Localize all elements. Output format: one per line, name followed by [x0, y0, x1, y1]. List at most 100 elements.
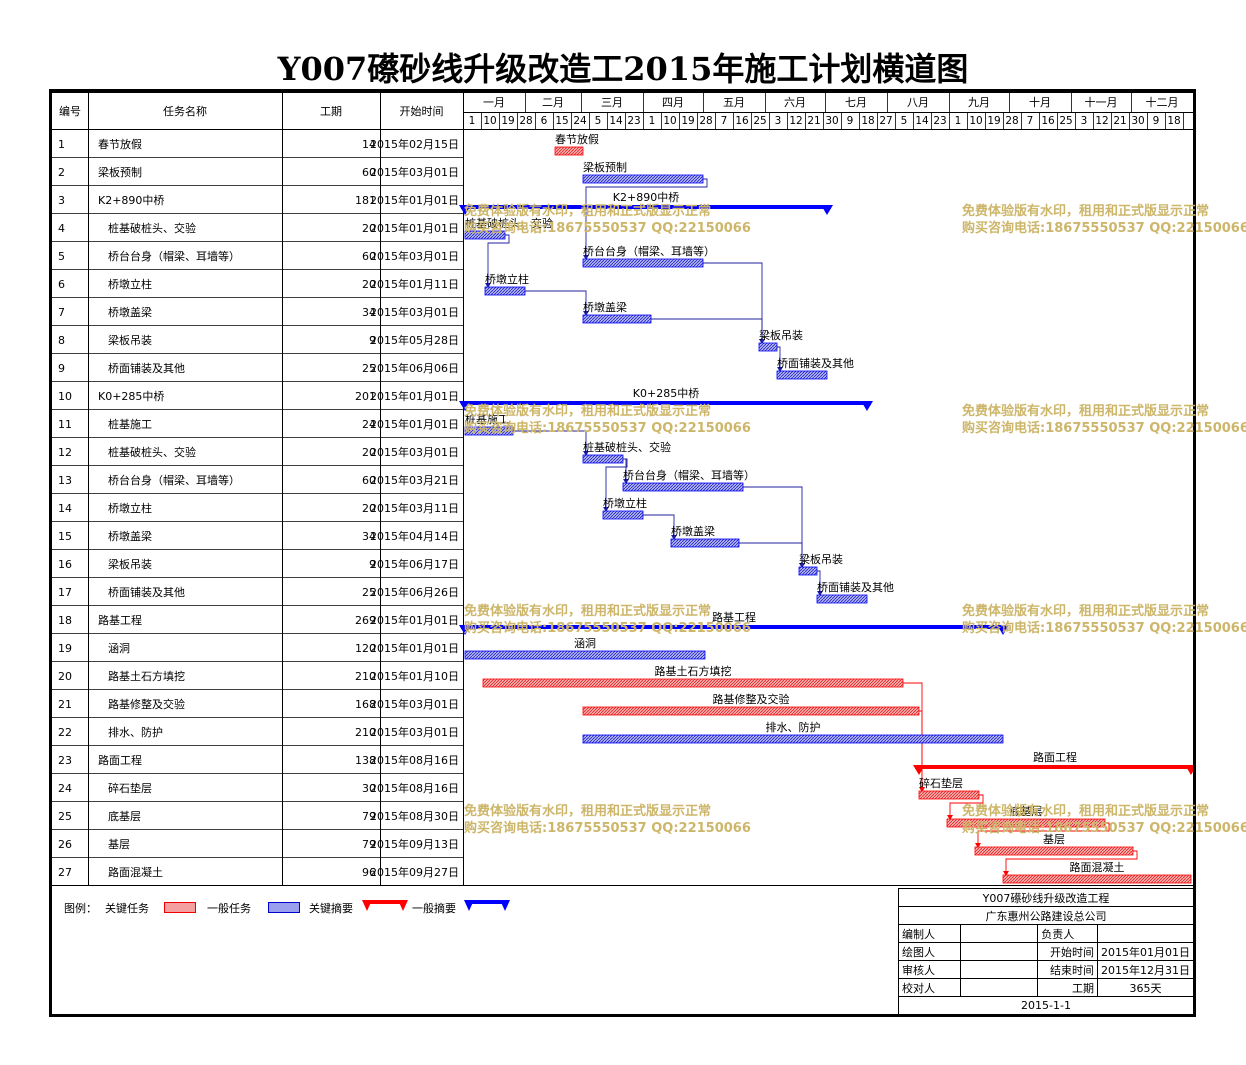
task-start: 2015年01月01日 [370, 389, 459, 403]
task-duration: 201 [355, 390, 376, 403]
task-duration: 269 [355, 614, 376, 627]
task-start: 2015年01月01日 [370, 613, 459, 627]
task-no: 9 [58, 362, 65, 375]
task-duration: 14 [362, 138, 376, 151]
legend-critical-task-label: 关键任务 [105, 902, 149, 915]
bar-label: 碎石垫层 [919, 776, 963, 790]
duration-value: 365天 [1097, 978, 1194, 997]
task-start: 2015年01月11日 [370, 277, 459, 291]
day-label: 1 [955, 115, 962, 127]
month-label: 十二月 [1146, 95, 1179, 109]
task-name: 桩基破桩头、交验 [108, 445, 196, 459]
task-duration: 168 [355, 698, 376, 711]
task-name: 桥台台身（帽梁、耳墙等） [108, 249, 240, 263]
task-start: 2015年01月01日 [370, 641, 459, 655]
task-duration: 60 [362, 250, 376, 263]
link-arrow [603, 507, 609, 512]
task-duration: 210 [355, 670, 376, 683]
bar-label: 梁板吊装 [759, 328, 803, 342]
task-bar [582, 314, 652, 324]
task-no: 10 [58, 390, 72, 403]
task-name: 底基层 [108, 809, 141, 823]
task-name: 春节放假 [98, 137, 142, 151]
task-start: 2015年01月01日 [370, 221, 459, 235]
bar-label: 桥台台身（帽梁、耳墙等） [583, 244, 715, 258]
end-label: 结束时间 [1037, 960, 1098, 979]
summary-bar [461, 401, 871, 405]
task-name: 路基工程 [98, 614, 142, 627]
task-name: K0+285中桥 [98, 390, 164, 403]
watermark-3: 免费体验版有水印，租用和正式版显示正常 购买咨询电话:18675550537 QQ… [464, 404, 751, 436]
month-label: 三月 [601, 96, 623, 109]
task-start: 2015年03月01日 [370, 697, 459, 711]
task-name: 桥墩盖梁 [108, 529, 152, 543]
compiler-label: 编制人 [898, 924, 961, 943]
task-start: 2015年01月01日 [370, 417, 459, 431]
task-no: 4 [58, 222, 65, 235]
task-no: 16 [58, 558, 72, 571]
day-label: 24 [573, 115, 587, 127]
task-name: 梁板吊装 [108, 333, 152, 347]
task-duration: 20 [362, 446, 376, 459]
month-label: 十月 [1029, 95, 1051, 109]
day-label: 18 [861, 115, 874, 127]
link-arrow [623, 479, 629, 484]
summary-start-marker [459, 625, 471, 635]
summary-start-marker [913, 765, 925, 775]
task-start: 2015年06月06日 [370, 361, 459, 375]
task-duration: 210 [355, 726, 376, 739]
task-duration: 60 [362, 166, 376, 179]
link-line [703, 262, 763, 340]
watermark-1: 免费体验版有水印，租用和正式版显示正常 购买咨询电话:18675550537 QQ… [464, 204, 751, 236]
task-no: 8 [58, 334, 65, 347]
task-start: 2015年08月30日 [370, 809, 459, 823]
task-name: 桥台台身（帽梁、耳墙等） [108, 473, 240, 487]
reviewer-label: 审核人 [898, 960, 961, 979]
link-arrow [1003, 871, 1009, 876]
chart-title: Y007礤砂线升级改造工2015年施工计划横道图 [277, 50, 969, 88]
task-no: 3 [58, 194, 65, 207]
task-bar [484, 286, 526, 296]
day-label: 5 [901, 115, 908, 127]
month-label: 五月 [723, 96, 745, 109]
day-label: 30 [1131, 115, 1144, 127]
summary-end-marker [1185, 765, 1193, 775]
drawer-label: 绘图人 [898, 942, 961, 961]
link-line [777, 346, 781, 368]
task-bar [464, 426, 514, 436]
task-duration: 25 [362, 586, 376, 599]
task-duration: 79 [362, 810, 376, 823]
task-bar [582, 706, 920, 716]
task-duration: 138 [355, 754, 376, 767]
task-bar [602, 510, 644, 520]
link-line [919, 710, 923, 788]
link-arrow [485, 283, 491, 288]
task-duration: 96 [362, 866, 376, 879]
task-no: 22 [58, 726, 72, 739]
day-label: 5 [595, 115, 602, 127]
link-arrow [583, 255, 589, 260]
day-label: 16 [735, 115, 749, 127]
watermark-4: 免费体验版有水印，租用和正式版显示正常 购买咨询电话:18675550537 QQ… [962, 404, 1246, 436]
bar-label: 桩基破桩头、交验 [583, 440, 671, 454]
gantt-frame: 编号 任务名称 工期 开始时间 一月 1 10 19 28 二月 6 15 24 三月 5 14 23 四月 1 10… [49, 89, 1196, 1017]
task-start: 2015年01月01日 [370, 193, 459, 207]
summary-end-marker [997, 625, 1009, 635]
task-no: 20 [58, 670, 72, 683]
task-no: 27 [58, 866, 72, 879]
bar-label: 排水、防护 [766, 720, 821, 734]
link-arrow [799, 563, 805, 568]
summary-start-marker [459, 401, 471, 411]
task-duration: 181 [355, 194, 376, 207]
task-name: 桥墩盖梁 [108, 305, 152, 319]
day-label: 28 [1005, 115, 1018, 127]
bar-label: 桥墩立柱 [485, 272, 529, 286]
link-line [739, 542, 803, 564]
owner-label: 负责人 [1037, 924, 1098, 943]
watermark-7: 免费体验版有水印，租用和正式版显示正常 购买咨询电话:18675550537 QQ… [464, 804, 751, 836]
bar-label: 基层 [1043, 833, 1065, 846]
legend-critical-summary-label: 关键摘要 [309, 902, 353, 915]
link-line [643, 514, 675, 536]
task-name: 桥面铺装及其他 [108, 586, 185, 599]
